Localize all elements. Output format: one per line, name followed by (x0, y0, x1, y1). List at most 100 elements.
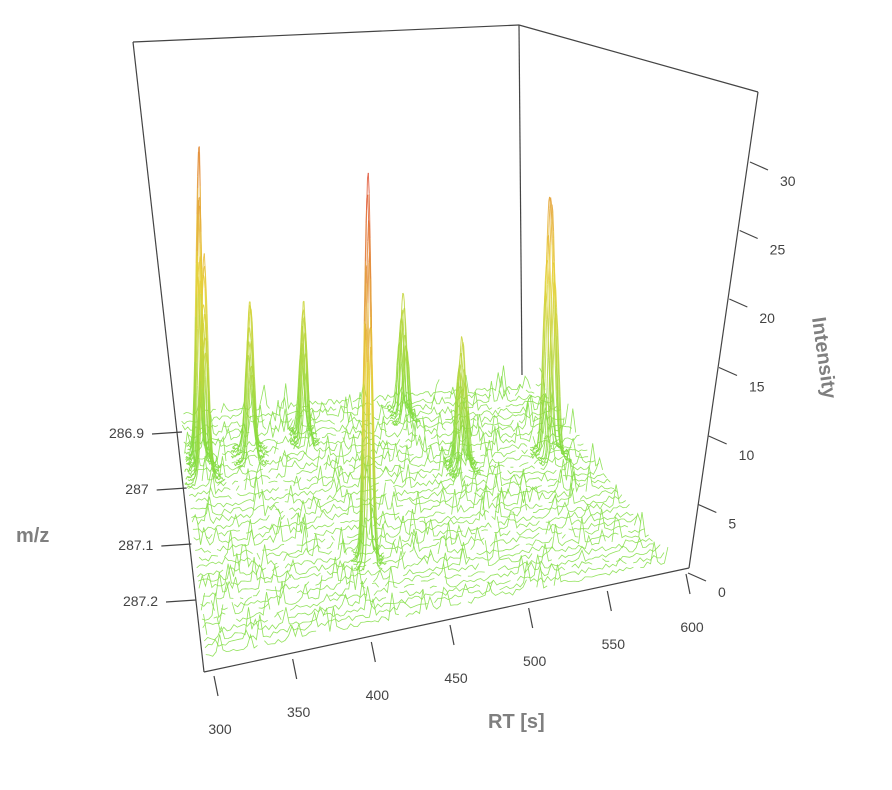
peak-trace-segment (261, 441, 264, 444)
peak-trace-segment (408, 393, 411, 404)
peak-trace-segment (312, 436, 315, 441)
peak-trace-segment (545, 461, 547, 463)
peak-trace-segment (551, 374, 554, 399)
peak-trace-segment (389, 408, 392, 411)
peak-trace-segment (251, 401, 254, 414)
peak-trace-segment (204, 410, 206, 431)
peak-trace-segment (405, 403, 407, 405)
peak-trace-segment (358, 560, 361, 563)
peak-trace-segment (460, 365, 462, 383)
peak-trace-segment (300, 320, 303, 338)
peak-trace-segment (547, 389, 550, 415)
peak-trace-segment (532, 448, 535, 451)
peak-trace-segment (194, 263, 197, 317)
peak-trace-segment (193, 454, 196, 461)
peak-trace-segment (461, 410, 464, 426)
peak-trace-segment (193, 475, 196, 479)
peak-trace-segment (195, 339, 197, 380)
peak-trace-segment (376, 554, 379, 560)
peak-trace-segment (413, 414, 415, 417)
peak-trace-segment (405, 346, 408, 350)
peak-trace-segment (540, 458, 543, 461)
peak-trace-segment (255, 423, 257, 438)
peak-trace-segment (251, 383, 254, 399)
peak-trace-segment (195, 451, 198, 460)
peak-trace-segment (303, 332, 306, 340)
peak-trace-segment (192, 450, 195, 458)
peak-trace-segment (187, 457, 189, 460)
peak-trace-segment (196, 385, 198, 416)
peak-trace-segment (304, 317, 306, 323)
peak-trace-segment (210, 458, 212, 464)
peak-trace-segment (544, 351, 547, 379)
peak-trace-segment (299, 355, 301, 378)
peak-trace-segment (460, 454, 463, 465)
peak-trace-segment (301, 382, 304, 397)
peak-trace-segment (297, 430, 300, 438)
peak-trace-segment (199, 421, 202, 438)
z-tick-label: 20 (759, 310, 775, 326)
peak-trace-segment (395, 409, 398, 413)
peak-trace-segment (205, 444, 208, 453)
peak-trace-segment (369, 346, 372, 371)
peak-trace-segment (360, 569, 363, 572)
peak-trace-segment (361, 550, 363, 561)
peak-trace-segment (232, 456, 234, 459)
peak-trace-segment (361, 482, 364, 518)
peak-trace-segment (555, 289, 558, 308)
peak-trace-segment (469, 428, 472, 440)
peak-trace-segment (201, 323, 204, 331)
peak-trace-segment (542, 457, 544, 460)
peak-trace-segment (410, 410, 412, 414)
peak-trace-segment (462, 346, 465, 361)
peak-trace-segment (410, 400, 413, 410)
peak-trace-segment (367, 348, 370, 380)
box-edge-1 (132, 24, 520, 43)
peak-trace-segment (242, 445, 245, 451)
peak-trace-segment (242, 462, 245, 465)
peak-trace-segment (241, 448, 243, 454)
peak-trace-segment (358, 565, 361, 570)
peak-trace-segment (561, 434, 564, 444)
peak-trace-segment (399, 417, 402, 423)
peak-trace-segment (299, 386, 302, 402)
peak-trace-segment (407, 405, 410, 409)
peak-trace-segment (260, 460, 263, 462)
peak-trace-segment (199, 280, 202, 295)
peak-trace-segment (203, 364, 206, 380)
peak-trace-segment (546, 254, 549, 285)
peak-trace-segment (293, 432, 295, 435)
peak-trace-segment (223, 479, 225, 482)
peak-trace-segment (555, 335, 558, 368)
peak-trace-segment (307, 396, 310, 410)
peak-trace-segment (244, 422, 247, 439)
peak-trace-segment (466, 446, 469, 456)
peak-trace-segment (547, 425, 550, 439)
peak-trace-segment (248, 376, 251, 388)
peak-trace-segment (299, 439, 302, 445)
peak-trace-segment (567, 449, 569, 452)
peak-trace-segment (235, 444, 238, 447)
peak-trace-segment (373, 546, 376, 549)
peak-trace-segment (559, 432, 561, 444)
peak-7 (443, 336, 484, 479)
peak-trace-segment (456, 441, 459, 455)
peak-trace-segment (479, 469, 481, 471)
peak-trace-segment (204, 338, 207, 342)
peak-trace-segment (302, 339, 305, 349)
peak-trace-segment (558, 446, 561, 449)
peak-trace-segment (184, 468, 187, 472)
peak-trace-segment (257, 447, 260, 456)
peak-trace-segment (464, 407, 467, 413)
peak-trace-segment (537, 457, 539, 460)
peak-trace-segment (454, 406, 457, 420)
peak-trace-segment (392, 418, 395, 420)
peak-trace-segment (410, 404, 412, 412)
peak-trace-segment (466, 421, 469, 440)
peak-trace-segment (470, 448, 473, 458)
peak-trace-segment (202, 345, 205, 356)
peak-trace-segment (538, 450, 541, 454)
peak-trace-segment (247, 372, 250, 393)
peak-trace-segment (189, 446, 192, 453)
peak-trace-segment (196, 445, 199, 456)
